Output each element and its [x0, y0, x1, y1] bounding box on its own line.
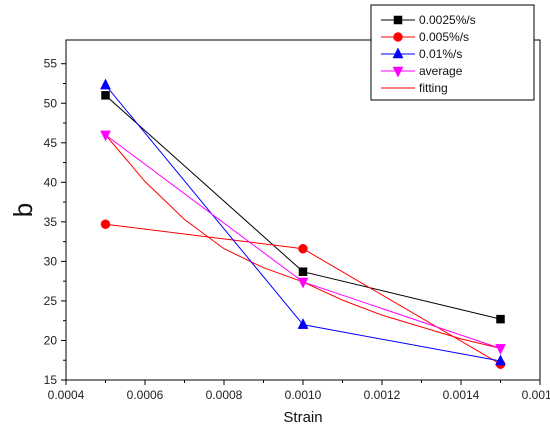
- series-3-point-2: [495, 344, 506, 355]
- x-tick-label-4: 0.0012: [364, 388, 401, 402]
- series-3-point-1: [297, 277, 309, 289]
- legend-marker-3: [392, 66, 404, 78]
- series-2-point-1: [297, 318, 309, 329]
- legend-label-2: 0.01%/s: [419, 47, 462, 61]
- x-tick-label-5: 0.0014: [443, 388, 480, 402]
- series-layer: [100, 78, 506, 369]
- x-tick-label-1: 0.0006: [127, 388, 164, 402]
- series-1-point-0: [100, 219, 111, 229]
- legend-entry-1: 0.005%/s: [381, 30, 469, 44]
- legend-entry-4: fitting: [381, 81, 448, 95]
- series-1: [100, 219, 506, 369]
- legend-entry-0: 0.0025%/s: [381, 13, 476, 27]
- y-tick-label-2: 25: [44, 294, 58, 308]
- legend-label-1: 0.005%/s: [419, 30, 469, 44]
- legend-entry-3: average: [381, 64, 463, 78]
- legend-marker-2: [392, 47, 404, 59]
- legend-label-0: 0.0025%/s: [419, 13, 476, 27]
- legend-label-3: average: [419, 64, 463, 78]
- x-tick-label-2: 0.0008: [206, 388, 243, 402]
- series-2-point-0: [100, 78, 111, 90]
- x-tick-label-0: 0.0004: [48, 388, 85, 402]
- x-tick-label-3: 0.0010: [285, 388, 322, 402]
- legend-marker-0: [393, 15, 403, 25]
- series-3-point-0: [100, 130, 111, 142]
- x-tick-label-6: 0.0016: [522, 388, 550, 402]
- series-0-point-2: [496, 314, 505, 324]
- y-tick-label-3: 30: [44, 254, 58, 268]
- y-tick-label-1: 20: [44, 333, 58, 347]
- series-2: [100, 78, 506, 366]
- legend-marker-1: [393, 32, 403, 42]
- y-tick-label-8: 55: [44, 57, 58, 71]
- series-0: [101, 91, 505, 324]
- y-tick-label-4: 35: [44, 215, 58, 229]
- series-3: [100, 130, 506, 355]
- legend: 0.0025%/s 0.005%/s 0.01%/s average fitting: [370, 4, 535, 101]
- series-fitting-line: [105, 134, 501, 349]
- legend-entry-2: 0.01%/s: [381, 47, 462, 61]
- axes: 0.0004 0.0006 0.0008 0.0010 0.0012 0.0014 0.00…: [44, 57, 550, 402]
- y-tick-label-0: 15: [44, 373, 58, 387]
- series-0-point-1: [298, 267, 308, 276]
- series-1-point-1: [298, 243, 308, 254]
- y-tick-label-7: 50: [44, 96, 58, 110]
- series-0-point-0: [101, 91, 110, 100]
- y-tick-label-6: 45: [44, 136, 58, 150]
- x-axis-title: Strain: [283, 409, 322, 426]
- series-3-line: [105, 134, 501, 349]
- series-2-point-2: [495, 354, 506, 366]
- y-axis-title: b: [8, 203, 38, 217]
- y-tick-label-5: 40: [44, 175, 58, 189]
- legend-label-4: fitting: [419, 81, 448, 95]
